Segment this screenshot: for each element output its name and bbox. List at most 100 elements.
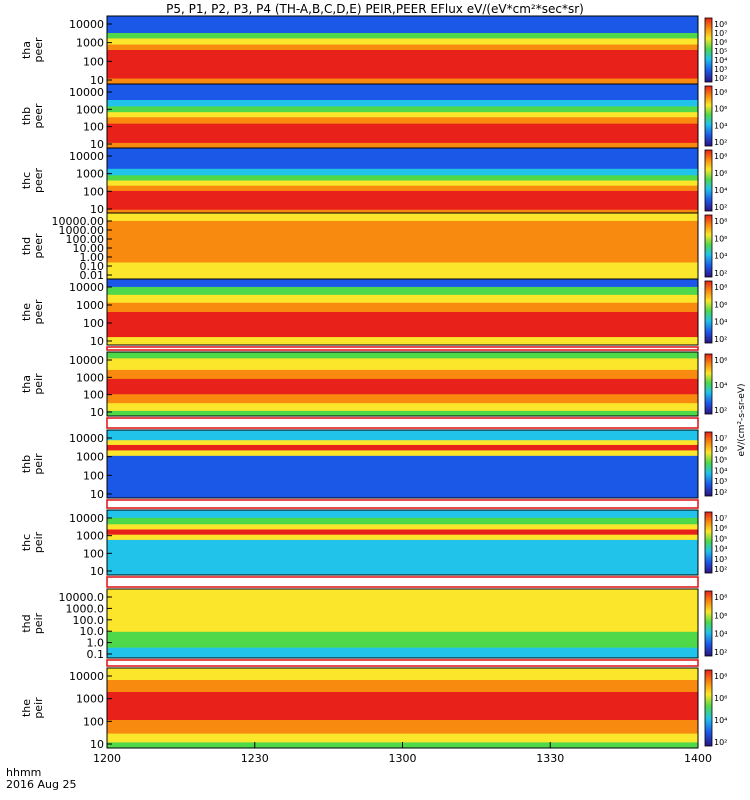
- y-tick-label: 10000: [69, 281, 104, 294]
- y-tick-label: 10: [90, 565, 104, 578]
- spectrum-band: [107, 112, 698, 118]
- panel-frame: [106, 429, 699, 499]
- spectrum-band: [107, 369, 698, 380]
- colorbar-tick-label: 10²: [714, 738, 727, 747]
- spectrum-band: [107, 180, 698, 187]
- separator-strip: [106, 659, 699, 667]
- colorbar-tick-label: 10⁷: [714, 29, 727, 38]
- y-tick-label: 10: [90, 488, 104, 501]
- colorbar-tick-label: 10⁸: [714, 283, 727, 292]
- panel-label-line: peer: [32, 233, 45, 259]
- spectrum-band: [107, 539, 698, 576]
- colorbar-tick-label: 10³: [714, 555, 727, 564]
- colorbar: [704, 353, 713, 415]
- spectrum-band: [107, 294, 698, 304]
- colorbar-tick-label: 10⁷: [714, 434, 727, 443]
- panel-frame: [106, 588, 699, 659]
- y-tick-label: 10000: [69, 512, 104, 525]
- spectrum-band: [107, 209, 698, 214]
- spectrum-band: [107, 117, 698, 125]
- y-tick-label: 1000: [76, 451, 104, 464]
- colorbar-tick-label: 10⁸: [714, 152, 727, 161]
- spectrum-band: [107, 262, 698, 280]
- spectrum-band: [107, 534, 698, 541]
- panel-label: thdpeer: [20, 233, 45, 259]
- colorbar-tick-label: 10⁵: [714, 456, 727, 465]
- colorbar-tick-label: 10⁴: [714, 56, 727, 65]
- spectrum-band: [107, 100, 698, 107]
- colorbar-tick-label: 10⁵: [714, 534, 727, 543]
- y-tick-label: 100: [83, 547, 104, 560]
- y-tick-label: 10000: [69, 670, 104, 683]
- panel-label: thcpeer: [20, 168, 45, 194]
- y-tick-label: 10: [90, 203, 104, 216]
- panel-label-line: peer: [32, 103, 45, 129]
- y-tick-label: 10000: [69, 86, 104, 99]
- colorbar-tick-label: 10⁸: [714, 593, 727, 602]
- spectrum-band: [107, 78, 698, 85]
- colorbar-tick-label: 10²: [714, 648, 727, 657]
- y-tick-label: 10: [90, 406, 104, 419]
- spectrum-band: [107, 148, 698, 170]
- spectrum-band: [107, 16, 698, 34]
- panel-label-line: peir: [32, 697, 45, 719]
- y-tick-label: 100: [83, 55, 104, 68]
- colorbar-tick-label: 10⁴: [714, 466, 727, 475]
- y-tick-label: 0.1: [87, 648, 105, 661]
- separator-strip: [106, 499, 699, 509]
- y-tick-label: 1000: [76, 371, 104, 384]
- spectrum-band: [107, 44, 698, 51]
- colorbar-tick-label: 10⁸: [714, 20, 727, 29]
- colorbar-tick-label: 10⁴: [714, 630, 727, 639]
- panel-label: thbpeir: [20, 453, 45, 475]
- y-tick-label: 1000.00: [59, 224, 105, 237]
- y-tick-label: 100: [83, 469, 104, 482]
- colorbar-tick-label: 10⁵: [714, 47, 727, 56]
- colorbar-tick-label: 10⁴: [714, 186, 727, 195]
- spectrum-band: [107, 337, 698, 346]
- panel-label-line: the: [20, 699, 33, 717]
- spectrum-band: [107, 106, 698, 113]
- y-tick-label: 10: [90, 74, 104, 87]
- spectrum-band: [107, 668, 698, 681]
- y-tick-label: 0.01: [80, 269, 105, 282]
- colorbar-tick-label: 10⁷: [714, 514, 727, 523]
- colorbar: [704, 85, 713, 147]
- xaxis-label-top: hhmm: [6, 766, 41, 779]
- panel-label-line: thd: [20, 237, 33, 255]
- y-tick-label: 100: [83, 121, 104, 134]
- spectrum-band: [107, 444, 698, 451]
- spectrum-band: [107, 680, 698, 693]
- colorbar-tick-label: 10⁸: [714, 217, 727, 226]
- colorbar-tick-label: 10⁴: [714, 318, 727, 327]
- colorbar-tick-label: 10⁴: [714, 121, 727, 130]
- spectrum-band: [107, 620, 698, 633]
- colorbar-tick-label: 10⁶: [714, 356, 727, 365]
- colorbar-tick-label: 10⁶: [714, 234, 727, 243]
- y-tick-label: 0.10: [80, 260, 105, 273]
- spectrum-band: [107, 185, 698, 192]
- spectrum-band: [107, 430, 698, 441]
- spectrum-band: [107, 517, 698, 525]
- panel-frame: [106, 509, 699, 576]
- spectrum-band: [107, 450, 698, 457]
- panel-label: thcpeir: [20, 531, 45, 553]
- spectrum-band: [107, 733, 698, 743]
- separator-strip: [106, 576, 699, 588]
- spectrum-band: [107, 524, 698, 530]
- colorbar: [704, 17, 713, 83]
- spectrum-band: [107, 647, 698, 659]
- colorbar-tick-label: 10⁶: [714, 169, 727, 178]
- panel-label-line: peer: [32, 37, 45, 63]
- y-tick-label: 10000: [69, 432, 104, 445]
- spectrum-band: [107, 410, 698, 417]
- panel-label-line: tha: [20, 375, 33, 393]
- spectrum-band: [107, 403, 698, 412]
- panel-label-line: thb: [20, 107, 33, 125]
- spectrum-band: [107, 286, 698, 296]
- colorbar: [704, 431, 713, 497]
- y-tick-label: 100: [83, 389, 104, 402]
